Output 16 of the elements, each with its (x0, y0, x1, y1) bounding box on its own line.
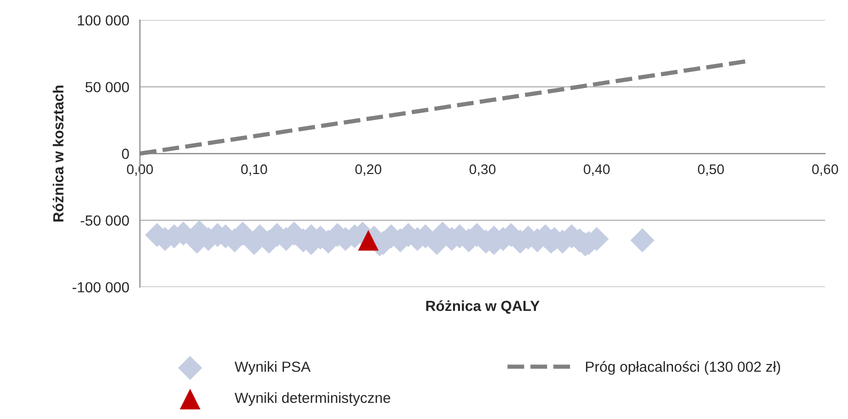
y-axis-title: Różnica w kosztach (52, 86, 64, 222)
x-tick-label: 0,20 (355, 164, 382, 176)
y-tick-label: -100 000 (72, 282, 129, 292)
y-tick-label: 0 (122, 148, 129, 159)
x-tick-label: 0,60 (812, 164, 838, 176)
legend-label: Wyniki PSA (234, 361, 311, 375)
y-tick-label: 50 000 (85, 82, 129, 92)
legend-label: Próg opłacalności (130 002 zł) (586, 361, 780, 375)
y-tick-label: 100 000 (78, 15, 129, 26)
x-tick-label: 0,40 (584, 164, 610, 176)
x-tick-label: 0,10 (241, 164, 268, 176)
x-tick-label: 0,30 (470, 164, 496, 176)
y-tick-label: -50 000 (80, 215, 129, 226)
legend-label: Wyniki deterministyczne (234, 392, 390, 406)
x-tick-label: 0,50 (698, 164, 724, 176)
x-axis-title: Różnica w QALY (426, 300, 540, 314)
